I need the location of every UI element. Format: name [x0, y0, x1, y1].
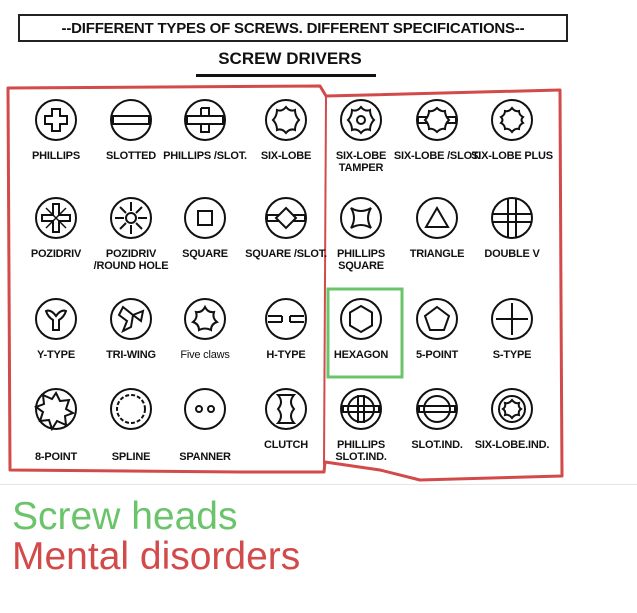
screw-type-cell: SQUARE /SLOT.: [245, 196, 327, 296]
screw-type-label: POZIDRIV /ROUND HOLE: [93, 248, 169, 272]
screw-type-cell: 8-POINT: [18, 387, 94, 487]
screw-type-label: SIX-LOBE TAMPER: [335, 150, 387, 174]
slotted-icon: [110, 99, 152, 141]
square-slot-icon: [265, 197, 307, 239]
screw-type-cell: PHILLIPS SLOT.IND.: [323, 387, 399, 487]
screw-type-cell: SLOT.IND.: [399, 387, 475, 487]
six-lobe-slot-icon: [416, 99, 458, 141]
screw-type-cell: HEXAGON: [323, 297, 399, 397]
screw-type-label: SLOTTED: [106, 150, 156, 162]
screw-type-cell: TRI-WING: [93, 297, 169, 397]
red-inner-divider: [323, 95, 327, 466]
screw-type-label: SLOT.IND.: [411, 439, 463, 451]
screw-type-cell: H-TYPE: [248, 297, 324, 397]
screw-type-cell: SIX-LOBE PLUS: [471, 98, 553, 198]
screw-type-cell: TRIANGLE: [399, 196, 475, 296]
screw-type-cell: S-TYPE: [474, 297, 550, 397]
pozidriv-round-hole-icon: [110, 197, 152, 239]
screw-type-label: SIX-LOBE PLUS: [471, 150, 553, 162]
clutch-icon: [265, 388, 307, 430]
s-type-icon: [491, 298, 533, 340]
triangle-icon: [416, 197, 458, 239]
caption-line-screw-heads: Screw heads: [12, 495, 238, 538]
screw-type-cell: 5-POINT: [399, 297, 475, 397]
caption: Screw heads Mental disorders: [12, 497, 612, 577]
y-type-icon: [35, 298, 77, 340]
tri-wing-icon: [110, 298, 152, 340]
six-lobe-ind-icon: [491, 388, 533, 430]
screw-type-label: PHILLIPS SLOT.IND.: [335, 439, 387, 463]
screw-type-cell: PHILLIPS SQUARE: [323, 196, 399, 296]
poster-title: --DIFFERENT TYPES OF SCREWS. DIFFERENT S…: [18, 14, 568, 42]
annotation-overlay: [6, 84, 564, 482]
screw-type-label: PHILLIPS /SLOT.: [163, 150, 247, 162]
screw-type-label: SIX-LOBE: [260, 150, 312, 162]
slot-ind-icon: [416, 388, 458, 430]
screw-type-cell: CLUTCH: [248, 387, 324, 487]
h-type-icon: [265, 298, 307, 340]
double-v-icon: [491, 197, 533, 239]
screw-type-cell: SLOTTED: [93, 98, 169, 198]
subtitle-underline: [196, 74, 376, 77]
screw-type-label: SPLINE: [111, 451, 151, 463]
screw-type-label: Y-TYPE: [37, 349, 75, 361]
phillips-slot-ind-icon: [340, 388, 382, 430]
meme-poster-image: --DIFFERENT TYPES OF SCREWS. DIFFERENT S…: [6, 14, 568, 482]
screw-type-label: POZIDRIV: [30, 248, 82, 260]
screw-type-cell: POZIDRIV: [18, 196, 94, 296]
screw-type-cell: DOUBLE V: [474, 196, 550, 296]
screw-type-cell: Y-TYPE: [18, 297, 94, 397]
screw-type-label: 5-POINT: [416, 349, 458, 361]
spanner-icon: [184, 388, 226, 430]
caption-separator: [0, 484, 637, 485]
screw-type-label: CLUTCH: [263, 439, 308, 451]
screw-type-cell: SIX-LOBE: [248, 98, 324, 198]
six-lobe-plus-icon: [491, 99, 533, 141]
spline-icon: [110, 388, 152, 430]
phillips-icon: [35, 99, 77, 141]
screw-type-cell: Five claws: [167, 297, 243, 397]
screw-type-cell: PHILLIPS: [18, 98, 94, 198]
five-point-icon: [416, 298, 458, 340]
caption-line-mental-disorders: Mental disorders: [12, 535, 301, 578]
green-highlight-box: [326, 287, 404, 379]
pozidriv-icon: [35, 197, 77, 239]
screw-type-label: DOUBLE V: [484, 248, 540, 260]
screw-type-label: SPANNER: [179, 451, 231, 463]
phillips-square-icon: [340, 197, 382, 239]
phillips-slot-icon: [184, 99, 226, 141]
screw-type-label: SQUARE: [182, 248, 228, 260]
screw-type-cell: SQUARE: [167, 196, 243, 296]
screw-type-label: H-TYPE: [266, 349, 306, 361]
screw-type-label: Five claws: [180, 349, 230, 361]
screw-type-cell: SIX-LOBE TAMPER: [323, 98, 399, 198]
screw-type-cell: SPANNER: [167, 387, 243, 487]
square-icon: [184, 197, 226, 239]
screw-type-cell: SIX-LOBE.IND.: [474, 387, 550, 487]
five-claws-icon: [184, 298, 226, 340]
hexagon-icon: [340, 298, 382, 340]
eight-point-icon: [34, 388, 77, 431]
screw-type-cell: POZIDRIV /ROUND HOLE: [93, 196, 169, 296]
screw-type-label: TRIANGLE: [409, 248, 465, 260]
screw-type-label: SQUARE /SLOT.: [245, 248, 327, 260]
screw-type-label: PHILLIPS: [32, 150, 80, 162]
screw-type-cell: PHILLIPS /SLOT.: [163, 98, 247, 198]
screw-type-label: 8-POINT: [35, 451, 77, 463]
screw-type-cell: SIX-LOBE /SLOT.: [394, 98, 480, 198]
poster-subtitle: SCREW DRIVERS: [218, 49, 362, 68]
six-lobe-tamper-icon: [340, 99, 382, 141]
screw-type-label: PHILLIPS SQUARE: [337, 248, 385, 272]
screw-type-label: HEXAGON: [333, 349, 389, 361]
screw-type-label: S-TYPE: [492, 349, 532, 361]
screw-type-label: TRI-WING: [106, 349, 156, 361]
six-lobe-icon: [265, 99, 307, 141]
screw-type-cell: SPLINE: [93, 387, 169, 487]
screw-type-label: SIX-LOBE.IND.: [474, 439, 550, 451]
screw-type-label: SIX-LOBE /SLOT.: [393, 150, 481, 162]
